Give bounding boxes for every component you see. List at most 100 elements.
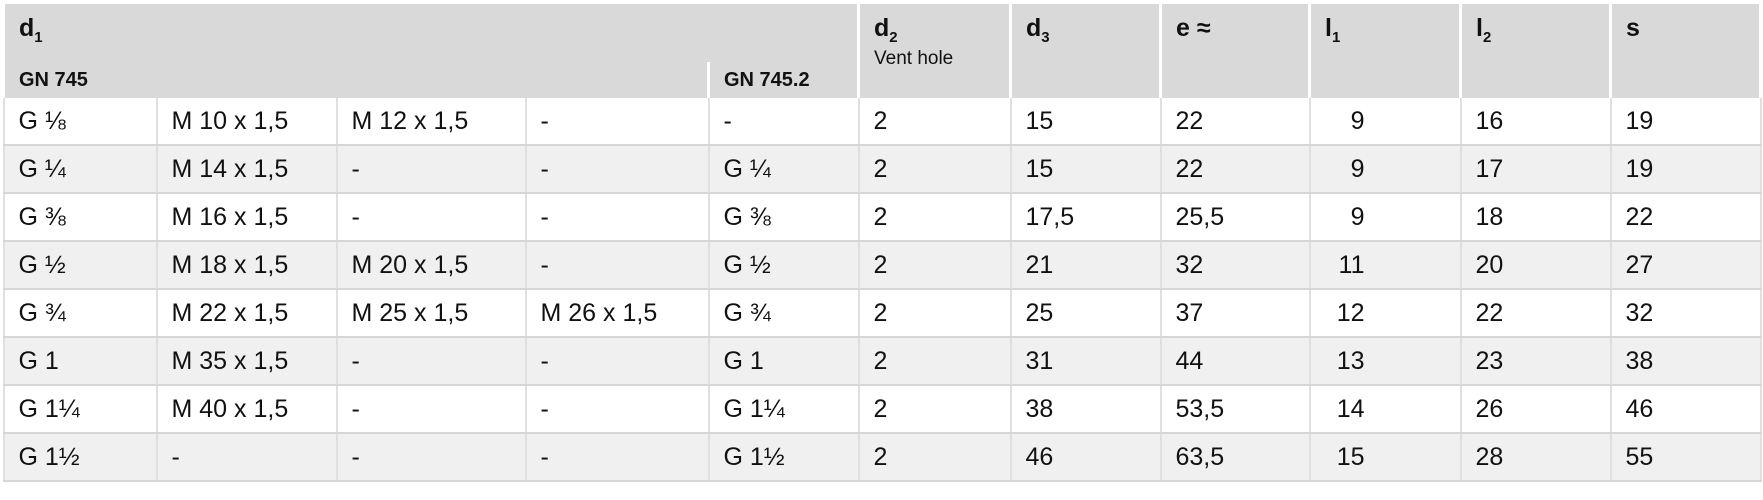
table-cell: - <box>524 98 710 146</box>
table-cell: 31 <box>1009 337 1162 386</box>
table-cell: 9 <box>1308 193 1462 242</box>
header-sub: 1 <box>1331 29 1341 46</box>
table-cell: M 14 x 1,5 <box>155 145 338 194</box>
header-sub: 2 <box>889 29 898 46</box>
table-header: d1 d2 Vent hole d3 e ≈ l1 l2 s GN 745 GN 745.2 <box>2 4 1762 98</box>
header-text: d <box>19 14 35 42</box>
table-cell: 28 <box>1459 433 1612 482</box>
table-cell: - <box>524 337 710 386</box>
header-note: Vent hole <box>874 48 954 69</box>
table-row: G 1½ - - - G 1½ 2 46 63,5 15 28 55 <box>2 433 1762 482</box>
table-cell: G 1¼ <box>2 385 158 434</box>
header-text: l <box>1325 14 1332 42</box>
table-cell: 12 <box>1308 289 1462 338</box>
table-cell: 46 <box>1009 433 1162 482</box>
table-cell: - <box>707 98 860 146</box>
table-cell: 2 <box>857 98 1012 146</box>
header-text: s <box>1626 14 1640 42</box>
table-cell: M 40 x 1,5 <box>155 385 338 434</box>
table-cell: M 25 x 1,5 <box>335 289 527 338</box>
table-cell: - <box>335 145 527 194</box>
table-cell: M 12 x 1,5 <box>335 98 527 146</box>
table-cell: 44 <box>1159 337 1311 386</box>
table-cell: - <box>524 385 710 434</box>
table-cell: 38 <box>1609 337 1762 386</box>
table-cell: 23 <box>1459 337 1612 386</box>
table-cell: - <box>335 385 527 434</box>
table-cell: G ¼ <box>2 145 158 194</box>
table-cell: 15 <box>1009 145 1162 194</box>
table-cell: 2 <box>857 145 1012 194</box>
data-table: d1 d2 Vent hole d3 e ≈ l1 l2 s GN 745 GN 745.2… <box>2 4 1762 482</box>
table-cell: M 26 x 1,5 <box>524 289 710 338</box>
header-text: d <box>874 14 890 42</box>
table-cell: 2 <box>857 193 1012 242</box>
table-cell: G 1½ <box>2 433 158 482</box>
table-cell: 27 <box>1609 241 1762 290</box>
table-cell: 32 <box>1159 241 1311 290</box>
table-cell: M 35 x 1,5 <box>155 337 338 386</box>
table-cell: 14 <box>1308 385 1462 434</box>
table-cell: G 1 <box>2 337 158 386</box>
table-cell: 19 <box>1609 98 1762 146</box>
table-cell: M 16 x 1,5 <box>155 193 338 242</box>
table-cell: - <box>335 193 527 242</box>
header-cell: d1 <box>2 4 860 62</box>
table-cell: - <box>335 433 527 482</box>
header-cell: d3 <box>1009 4 1162 98</box>
table-cell: 17 <box>1459 145 1612 194</box>
table-cell: 11 <box>1308 241 1462 290</box>
table-cell: - <box>524 241 710 290</box>
header-cell: e ≈ <box>1159 4 1311 98</box>
table-cell: 15 <box>1009 98 1162 146</box>
header-cell: s <box>1609 4 1762 98</box>
table-cell: G 1¼ <box>707 385 860 434</box>
table-cell: 9 <box>1308 98 1462 146</box>
table-cell: 37 <box>1159 289 1311 338</box>
header-text: d <box>1026 14 1042 42</box>
table-cell: G ½ <box>2 241 158 290</box>
table-cell: G ⅜ <box>2 193 158 242</box>
table-cell: 21 <box>1009 241 1162 290</box>
table-cell: G ⅛ <box>2 98 158 146</box>
header-cell: d2 Vent hole <box>857 4 1012 98</box>
table-cell: M 20 x 1,5 <box>335 241 527 290</box>
header-sub: 2 <box>1482 29 1492 46</box>
table-cell: - <box>155 433 338 482</box>
table-cell: - <box>524 145 710 194</box>
header-cell: GN 745.2 <box>707 62 860 98</box>
header-cell: l2 <box>1459 4 1612 98</box>
table-row: G 1¼ M 40 x 1,5- - G 1¼ 2 38 53,5 14 26 46 <box>2 385 1762 434</box>
table-cell: 26 <box>1459 385 1612 434</box>
table-cell: 22 <box>1159 98 1311 146</box>
header-sub: 3 <box>1041 29 1050 46</box>
table-cell: 9 <box>1308 145 1462 194</box>
table-cell: M 22 x 1,5 <box>155 289 338 338</box>
table-cell: G ¼ <box>707 145 860 194</box>
table-cell: 15 <box>1308 433 1462 482</box>
table-cell: 53,5 <box>1159 385 1311 434</box>
table-cell: G 1 <box>707 337 860 386</box>
table-cell: 13 <box>1308 337 1462 386</box>
table-cell: 2 <box>857 241 1012 290</box>
table-cell: 16 <box>1459 98 1612 146</box>
table-cell: G ¾ <box>2 289 158 338</box>
table-cell: 32 <box>1609 289 1762 338</box>
table-cell: 63,5 <box>1159 433 1311 482</box>
table-cell: 22 <box>1609 193 1762 242</box>
table-cell: G ⅜ <box>707 193 860 242</box>
table-cell: - <box>524 193 710 242</box>
table-cell: 19 <box>1609 145 1762 194</box>
table-cell: 2 <box>857 433 1012 482</box>
table-cell: - <box>335 337 527 386</box>
header-text: l <box>1476 14 1483 42</box>
table-cell: 2 <box>857 289 1012 338</box>
